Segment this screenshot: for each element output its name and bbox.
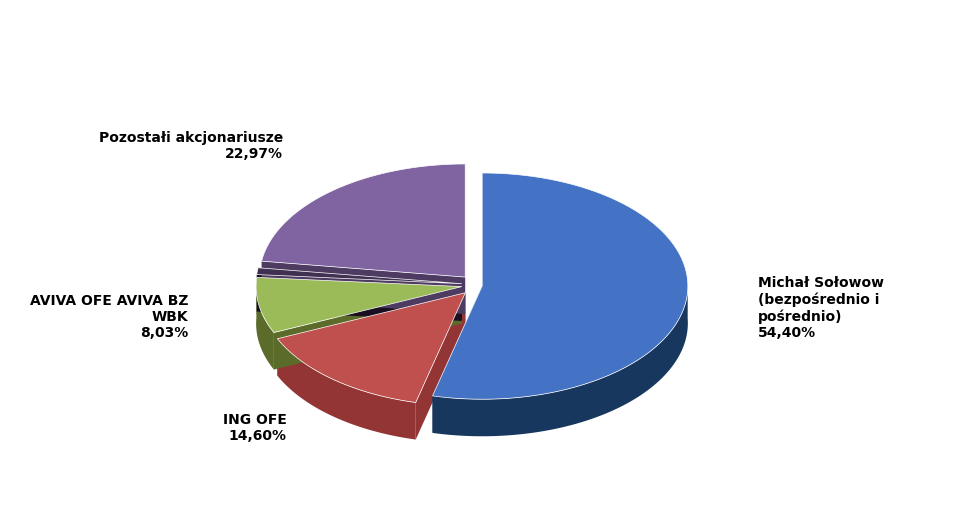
Text: ING OFE
14,60%: ING OFE 14,60% (223, 412, 287, 442)
Text: AVIVA OFE AVIVA BZ
WBK
8,03%: AVIVA OFE AVIVA BZ WBK 8,03% (30, 293, 188, 340)
Polygon shape (257, 278, 462, 324)
Polygon shape (432, 174, 688, 400)
Polygon shape (278, 293, 465, 376)
Polygon shape (256, 268, 461, 284)
Text: Pozostałi akcjonariusze
22,97%: Pozostałi akcjonariusze 22,97% (99, 131, 283, 161)
Polygon shape (258, 268, 461, 321)
Polygon shape (256, 281, 274, 370)
Polygon shape (432, 287, 483, 433)
Polygon shape (274, 287, 462, 370)
Polygon shape (256, 275, 461, 321)
Polygon shape (261, 164, 465, 277)
Polygon shape (416, 293, 465, 440)
Polygon shape (432, 282, 688, 436)
Polygon shape (278, 293, 465, 403)
Polygon shape (261, 262, 465, 315)
Polygon shape (256, 278, 462, 333)
Polygon shape (278, 339, 416, 440)
Text: Michał Sołowow
(bezpośrednio i
pośrednio)
54,40%: Michał Sołowow (bezpośrednio i pośrednio… (758, 276, 884, 340)
